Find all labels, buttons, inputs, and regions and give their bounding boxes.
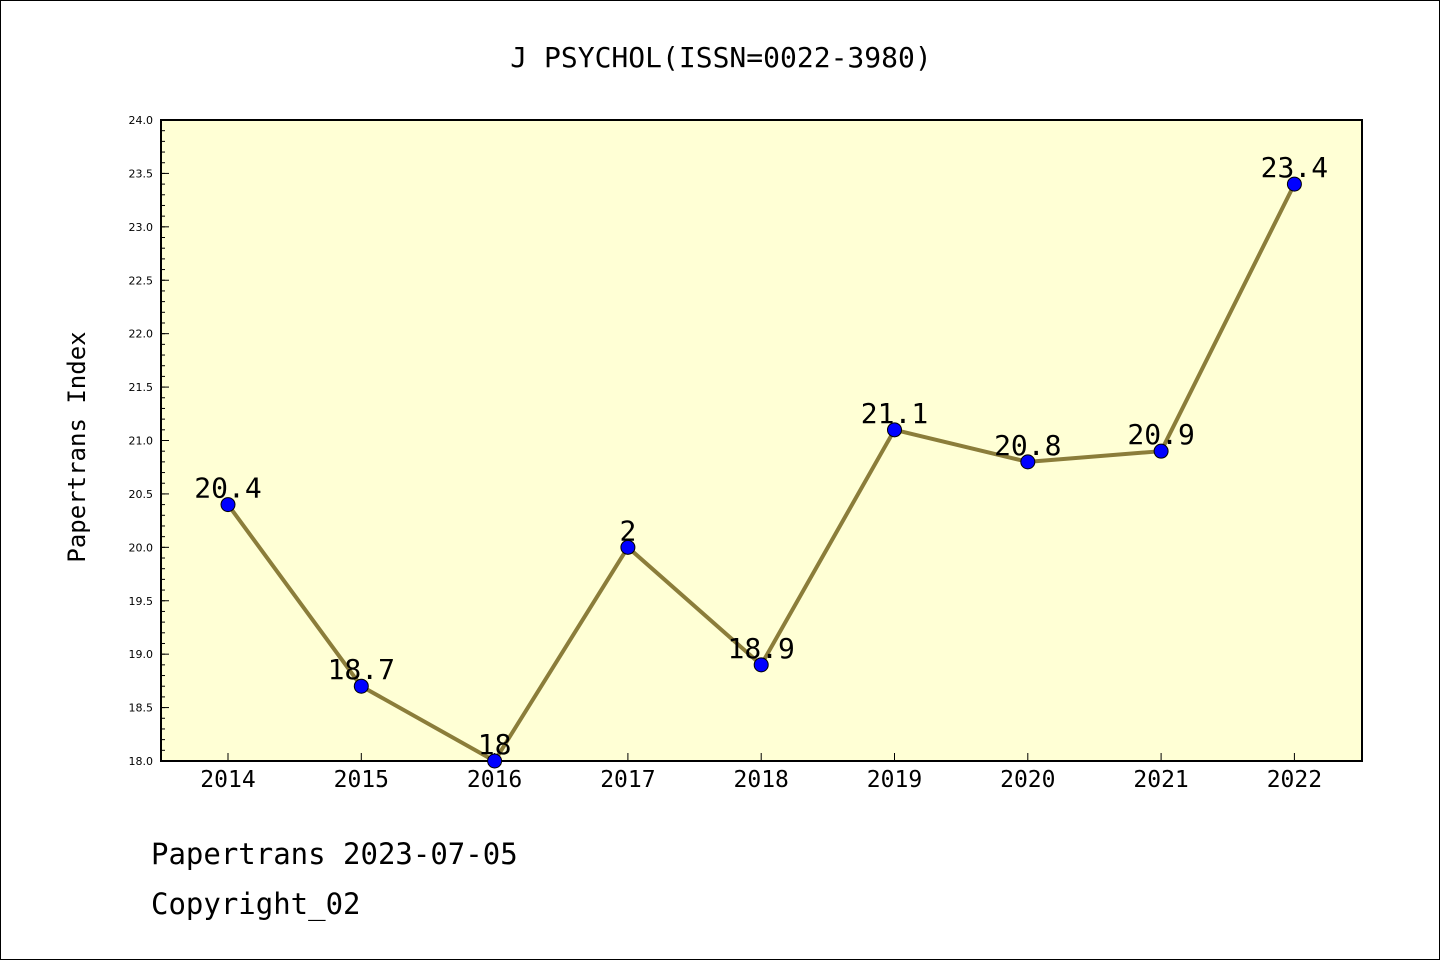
x-tick-label: 2021 — [1133, 767, 1188, 793]
y-tick-label: 23.5 — [129, 167, 154, 180]
x-tick-label: 2022 — [1267, 767, 1322, 793]
y-tick-label: 20.5 — [129, 488, 154, 501]
data-label: 18 — [478, 728, 512, 761]
y-tick-label: 23.0 — [129, 221, 154, 234]
data-label: 2 — [619, 514, 636, 547]
y-tick-label: 21.5 — [129, 381, 154, 394]
data-label: 20.8 — [994, 429, 1061, 462]
data-point-marker — [1153, 443, 1169, 459]
data-label: 21.1 — [861, 397, 928, 430]
x-tick-label: 2016 — [467, 767, 522, 793]
data-label: 20.9 — [1127, 418, 1194, 451]
footer-copyright: Copyright_02 — [151, 887, 361, 921]
data-point-marker — [620, 539, 636, 555]
y-tick-label: 22.0 — [129, 328, 154, 341]
data-point-marker — [220, 497, 236, 513]
y-tick-label: 18.0 — [129, 755, 154, 768]
data-point-marker — [353, 678, 369, 694]
data-label: 20.4 — [194, 472, 261, 505]
data-point-marker — [487, 753, 503, 769]
y-tick-label: 20.0 — [129, 541, 154, 554]
plot-area — [160, 119, 1363, 762]
data-label: 18.7 — [328, 653, 395, 686]
data-point-marker — [887, 422, 902, 438]
x-tick-label: 2015 — [334, 767, 389, 793]
data-label: 23.4 — [1261, 151, 1328, 184]
data-markers — [220, 176, 1302, 769]
x-tick-label: 2018 — [734, 767, 789, 793]
data-point-marker — [753, 657, 769, 673]
chart-title: J PSYCHOL(ISSN=0022-3980) — [510, 41, 931, 74]
x-ticks: 2014 2015 2016 2017 2018 2019 2020 2021 2022 — [200, 753, 1322, 793]
y-axis-label: Papertrans Index — [63, 331, 91, 562]
data-label: 18.9 — [727, 632, 794, 665]
y-ticks: 18.0 18.5 19.0 19.5 20.0 20.5 21.0 21.5 22.0 22.5… — [129, 114, 169, 768]
y-tick-label: 18.5 — [129, 702, 154, 715]
data-point-marker — [1020, 454, 1036, 470]
footer-date: Papertrans 2023-07-05 — [151, 837, 518, 871]
x-tick-label: 2020 — [1000, 767, 1055, 793]
y-tick-label: 24.0 — [129, 114, 154, 127]
x-tick-label: 2017 — [600, 767, 655, 793]
x-tick-label: 2019 — [867, 767, 922, 793]
y-tick-label: 21.0 — [129, 435, 154, 448]
data-point-marker — [1286, 176, 1302, 192]
data-labels: 20.4 18.7 18 2 18.9 21.1 20.8 20.9 23.4 — [194, 151, 1328, 761]
y-tick-label: 19.5 — [129, 595, 154, 608]
y-tick-label: 22.5 — [129, 274, 154, 287]
x-tick-label: 2014 — [200, 767, 255, 793]
y-tick-label: 19.0 — [129, 648, 154, 661]
